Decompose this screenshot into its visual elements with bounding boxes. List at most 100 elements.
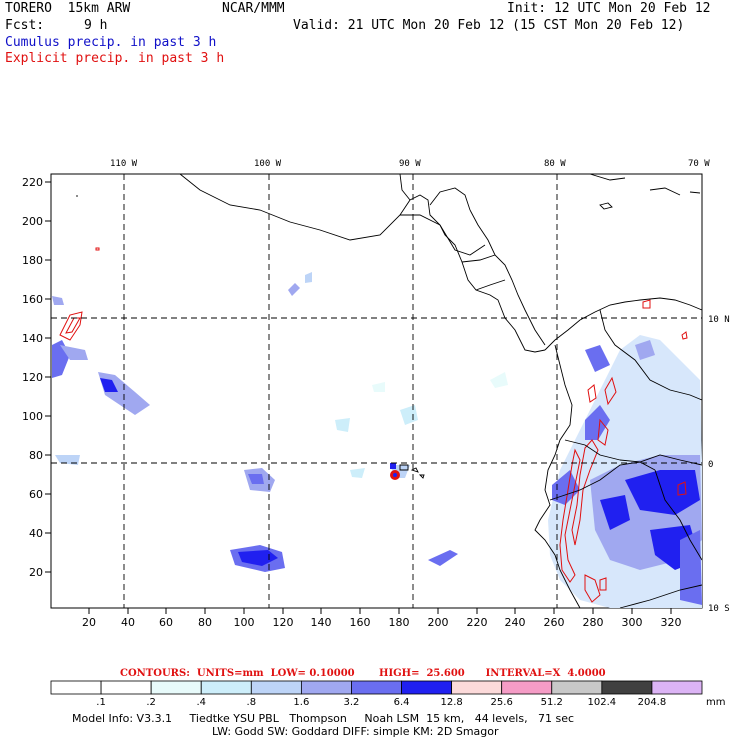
contour-ven [642, 299, 651, 309]
precip-blob-west-4 [52, 296, 64, 305]
forecast-label: Fcst: [5, 18, 45, 33]
x-tick-320: 320 [661, 616, 682, 629]
border-colombia-ecuador [564, 439, 621, 461]
y-tick-60: 60 [29, 488, 43, 501]
precip-core-coast [585, 405, 610, 440]
legend-color-box [300, 680, 352, 695]
precip-blob-itcz-8 [490, 372, 508, 388]
precip-blob-west-5 [55, 455, 80, 465]
contour-dot [95, 247, 100, 251]
legend-boundary-label: .1 [96, 697, 106, 708]
forecast-hour: 9 h [84, 18, 108, 33]
x-tick-120: 120 [273, 616, 294, 629]
init-time: Init: 12 UTC Mon 20 Feb 12 [507, 1, 711, 16]
contour-andes-1 [559, 448, 581, 583]
lon-label-80w: 80 W [544, 159, 566, 169]
precip-area-panama [585, 345, 610, 372]
precip-blob-itcz-7 [400, 405, 418, 425]
cumulus-precip-areas [52, 272, 702, 608]
x-tick-280: 280 [583, 616, 604, 629]
legend-boundary-label: 102.4 [588, 697, 617, 708]
legend-units: mm [706, 697, 725, 708]
legend-color-box [200, 680, 252, 695]
legend-boundary-label: 51.2 [541, 697, 563, 708]
border-ca-1 [400, 214, 441, 226]
x-tick-40: 40 [121, 616, 135, 629]
coast-caribbean-ca [469, 209, 546, 346]
y-tick-140: 140 [22, 332, 43, 345]
x-tick-220: 220 [467, 616, 488, 629]
valid-time: Valid: 21 UTC Mon 20 Feb 12 (15 CST Mon … [293, 18, 685, 33]
contour-andes-4 [587, 384, 597, 403]
legend-color-box [250, 680, 302, 695]
island-hispaniola [649, 187, 681, 196]
y-tick-80: 80 [29, 449, 43, 462]
coast-colombia-north [544, 297, 703, 351]
x-tick-240: 240 [505, 616, 526, 629]
precip-blob-itcz-1-core [248, 474, 264, 484]
legend-color-box [351, 680, 402, 695]
border-ca-2 [439, 224, 486, 256]
x-tick-100: 100 [234, 616, 255, 629]
legend-color-box [451, 680, 503, 695]
legend-boundary-label: .8 [247, 697, 257, 708]
legend-boundary-label: 6.4 [394, 697, 410, 708]
island-pr [689, 191, 701, 194]
lon-label-100w: 100 W [254, 159, 282, 169]
precip-blob-itcz-6 [335, 418, 350, 432]
y-tick-200: 200 [22, 215, 43, 228]
contour-west [59, 311, 83, 341]
galapagos-precip [390, 463, 400, 480]
lon-label-90w: 90 W [399, 159, 421, 169]
border-colombia-brazil [619, 454, 703, 466]
lat-label-10n: 10 N [708, 315, 730, 325]
contours-info: CONTOURS: UNITS=mm LOW= 0.10000 HIGH= 25… [120, 668, 606, 679]
contour-andes-5 [604, 376, 617, 406]
legend-color-box [401, 680, 453, 695]
precip-blob-itcz-5 [350, 468, 365, 478]
legend-boundary-label: 204.8 [638, 697, 667, 708]
legend-boundary-label: .4 [196, 697, 206, 708]
lon-label-110w: 110 W [110, 159, 138, 169]
legend-boundary-label: .2 [146, 697, 156, 708]
precip-blob-west-2 [60, 345, 88, 360]
x-tick-60: 60 [159, 616, 173, 629]
x-tick-160: 160 [350, 616, 371, 629]
border-brazil-south [619, 584, 703, 609]
border-ca-3 [461, 254, 496, 263]
legend-color-box [501, 680, 553, 695]
y-tick-220: 220 [22, 176, 43, 189]
y-tick-100: 100 [22, 410, 43, 423]
galapagos-outline [399, 464, 425, 479]
contour-peru [677, 481, 687, 496]
precip-blob-itcz-2-core [238, 550, 278, 566]
x-tick-260: 260 [544, 616, 565, 629]
precip-blob-north [288, 283, 300, 296]
explicit-precip-contours [59, 247, 688, 603]
y-tick-120: 120 [22, 371, 43, 384]
lat-lon-grid [51, 174, 702, 608]
precip-blob-itcz-9 [372, 382, 385, 392]
legend-boundary-label: 12.8 [440, 697, 462, 708]
y-tick-180: 180 [22, 254, 43, 267]
contour-andes-3 [597, 418, 609, 446]
model-info-line-1: Model Info: V3.3.1 Tiedtke YSU PBL Thomp… [72, 712, 575, 725]
x-axis-ticks [88, 608, 672, 614]
x-tick-300: 300 [622, 616, 643, 629]
model-title: TORERO 15km ARW [5, 1, 131, 16]
border-ca-4 [475, 279, 506, 291]
coast-yucatan [429, 187, 471, 211]
island-jamaica [599, 202, 613, 210]
y-tick-160: 160 [22, 293, 43, 306]
color-legend-bar [50, 680, 703, 695]
y-axis-ticks [45, 181, 51, 573]
legend-color-box [50, 680, 102, 695]
cumulus-field-title: Cumulus precip. in past 3 h [5, 35, 217, 50]
x-tick-140: 140 [311, 616, 332, 629]
y-tick-20: 20 [29, 566, 43, 579]
precip-blob-itcz-3 [428, 550, 458, 566]
x-tick-80: 80 [198, 616, 212, 629]
coast-gulf-mexico [399, 173, 411, 201]
legend-boundary-label: 25.6 [491, 697, 513, 708]
